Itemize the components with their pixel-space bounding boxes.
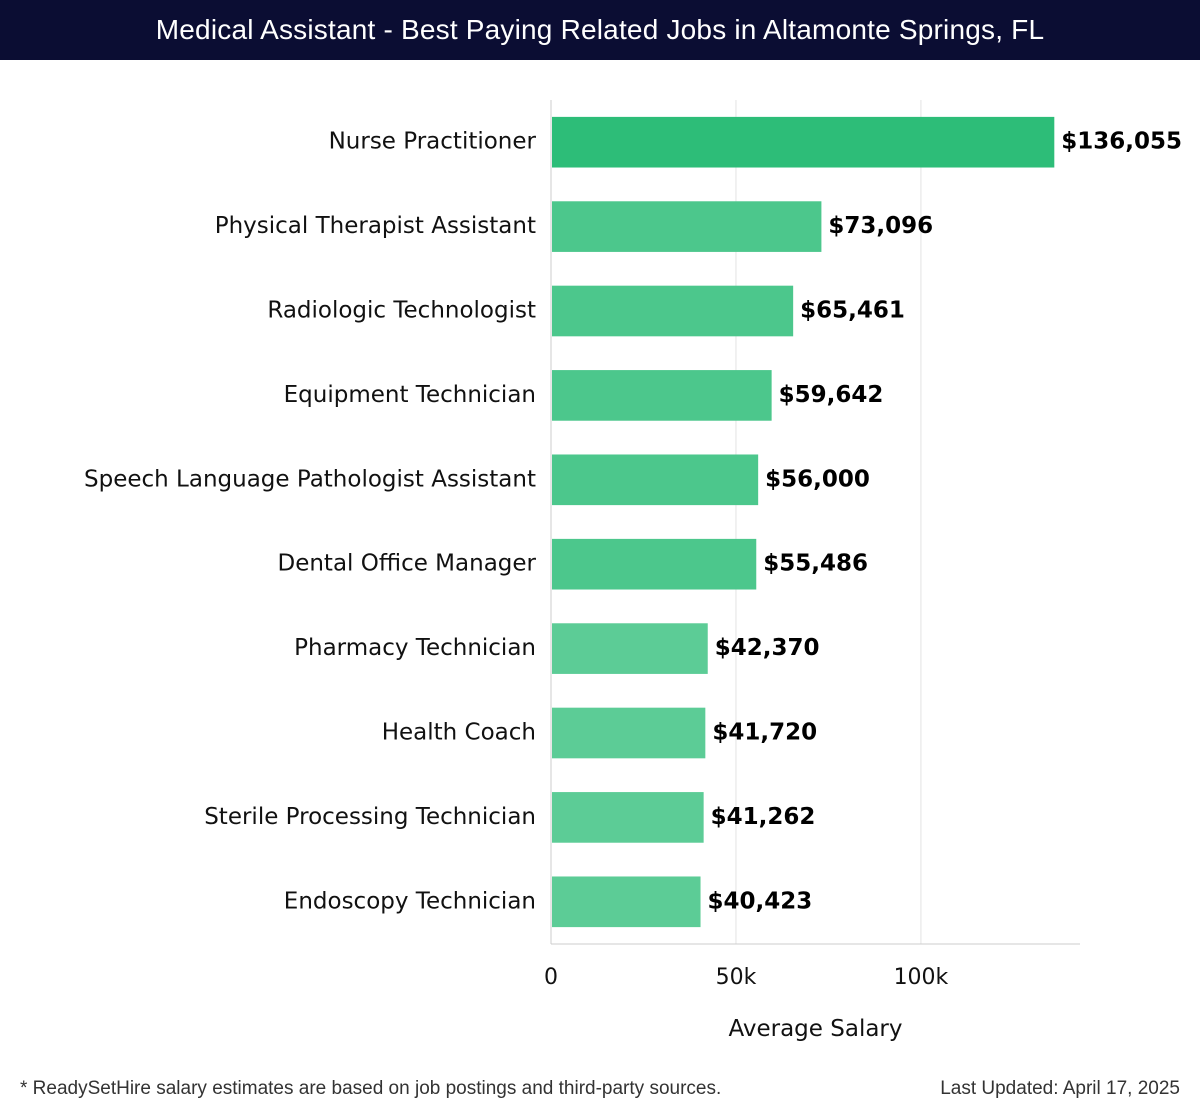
category-label: Dental Office Manager <box>277 551 536 577</box>
bar <box>552 876 701 928</box>
chart-area: Nurse Practitioner $136,055 Physical Thera… <box>0 60 1200 1060</box>
bar <box>552 454 759 506</box>
value-label: $65,461 <box>800 298 905 324</box>
value-label: $41,720 <box>712 720 817 746</box>
category-label: Equipment Technician <box>284 382 536 408</box>
category-label: Radiologic Technologist <box>267 298 536 324</box>
bar <box>552 116 1055 168</box>
bar <box>552 285 794 337</box>
value-label: $41,262 <box>711 804 816 830</box>
category-label: Sterile Processing Technician <box>204 804 536 830</box>
category-label: Endoscopy Technician <box>284 888 536 914</box>
x-tick-label: 0 <box>544 965 558 990</box>
value-label: $42,370 <box>715 635 820 661</box>
x-axis-title: Average Salary <box>728 1016 902 1042</box>
value-label: $59,642 <box>779 382 884 408</box>
x-tick-label: 100k <box>894 965 949 990</box>
footer-note: * ReadySetHire salary estimates are base… <box>20 1078 722 1099</box>
value-label: $73,096 <box>828 213 933 239</box>
bar <box>552 792 704 843</box>
bar-chart: Nurse Practitioner $136,055 Physical Thera… <box>84 100 1182 1042</box>
chart-title-bar: Medical Assistant - Best Paying Related … <box>0 0 1200 60</box>
bar <box>552 538 757 590</box>
category-label: Health Coach <box>382 720 536 746</box>
footer-updated: Last Updated: April 17, 2025 <box>940 1078 1180 1099</box>
category-label: Physical Therapist Assistant <box>215 213 536 239</box>
value-label: $56,000 <box>765 466 870 492</box>
value-label: $55,486 <box>763 551 868 577</box>
value-label: $40,423 <box>708 888 813 914</box>
bar <box>552 370 772 421</box>
category-label: Speech Language Pathologist Assistant <box>84 466 536 492</box>
bar <box>552 201 822 252</box>
chart-title: Medical Assistant - Best Paying Related … <box>155 14 1045 45</box>
category-label: Pharmacy Technician <box>294 635 536 661</box>
category-label: Nurse Practitioner <box>329 129 537 155</box>
bar <box>552 623 708 674</box>
value-label: $136,055 <box>1061 129 1182 155</box>
bar <box>552 707 706 759</box>
x-tick-label: 50k <box>716 965 757 990</box>
